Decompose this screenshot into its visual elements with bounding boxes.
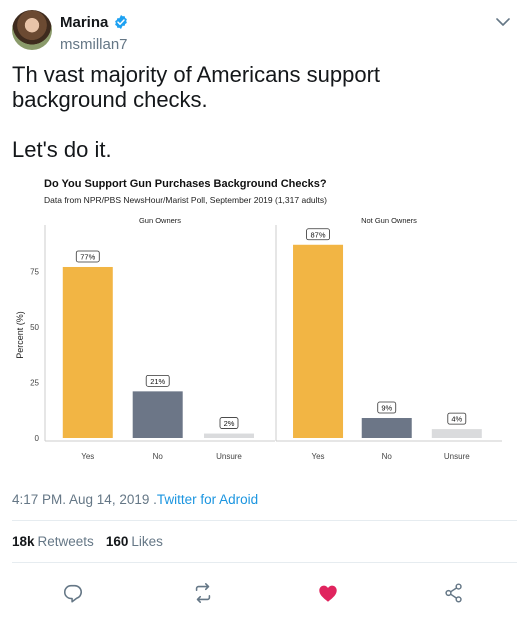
chevron-down-icon[interactable] [495, 14, 511, 30]
divider [12, 562, 517, 563]
divider [12, 520, 517, 521]
data-label-box [306, 228, 330, 241]
tweet-line-1: Th vast majority of Americans support [12, 62, 381, 87]
data-label-box [447, 412, 467, 425]
share-icon[interactable] [443, 582, 465, 604]
likes-label: Likes [131, 534, 163, 549]
data-label: 2% [224, 419, 235, 428]
data-label: 21% [150, 377, 165, 386]
tweet-stats: 18k Retweets 160 Likes [12, 534, 163, 549]
data-label: 9% [381, 404, 392, 413]
data-label-box [377, 401, 397, 414]
time-separator: . [149, 492, 157, 507]
y-tick-label: 25 [30, 378, 39, 387]
user-handle[interactable]: msmillan7 [60, 36, 128, 53]
panel-title: Gun Owners [139, 216, 181, 225]
user-block: Marina msmillan7 [60, 12, 129, 54]
action-bar [0, 578, 529, 608]
bar-no [361, 418, 412, 438]
x-tick-label: Unsure [444, 452, 470, 461]
data-label: 87% [311, 230, 326, 239]
display-name-row: Marina [60, 12, 129, 32]
data-label: 77% [80, 252, 95, 261]
data-label: 4% [451, 415, 462, 424]
likes-stat[interactable]: 160 Likes [106, 534, 163, 549]
y-tick-label: 50 [30, 323, 39, 332]
bar-unsure [204, 433, 254, 438]
y-tick-label: 0 [35, 434, 40, 443]
tweet-source[interactable]: Twitter for Adroid [156, 492, 259, 507]
retweets-label: Retweets [37, 534, 94, 549]
tweet-line-2: background checks. [12, 87, 208, 112]
bar-yes [62, 266, 113, 438]
x-tick-label: Unsure [216, 452, 242, 461]
retweets-stat[interactable]: 18k Retweets [12, 534, 94, 549]
bar-no [132, 391, 183, 438]
tweet-line-3: Let's do it. [12, 137, 112, 162]
data-label-box [145, 374, 170, 387]
reply-icon[interactable] [62, 582, 84, 604]
x-tick-label: No [153, 452, 164, 461]
x-tick-label: Yes [312, 452, 325, 461]
data-label-box [75, 250, 100, 263]
display-name[interactable]: Marina [60, 13, 109, 31]
panel-title: Not Gun Owners [361, 216, 417, 225]
tweet-text: Th vast majority of Americans support ba… [12, 62, 517, 162]
heart-icon[interactable] [317, 582, 339, 604]
bar-unsure [431, 429, 482, 438]
chart-subtitle: Data from NPR/PBS NewsHour/Marist Poll, … [44, 195, 327, 205]
chart-svg: Percent (%) 0 25 50 75 Gun Owners 77% Yes 21% No 2… [15, 216, 502, 461]
x-tick-label: Yes [81, 452, 94, 461]
y-tick-label: 75 [30, 267, 39, 276]
avatar[interactable] [12, 10, 52, 50]
chart-image[interactable]: Do You Support Gun Purchases Background … [14, 170, 514, 470]
likes-count: 160 [105, 534, 129, 549]
bar-yes [293, 244, 344, 438]
verified-badge-icon [115, 15, 128, 29]
data-label-box [219, 417, 239, 429]
x-tick-label: No [382, 452, 393, 461]
retweet-icon[interactable] [192, 582, 214, 604]
retweets-count: 18k [12, 534, 35, 549]
y-axis-label: Percent (%) [15, 311, 25, 359]
tweet-time[interactable]: 4:17 PM. Aug 14, 2019 [12, 492, 150, 507]
chart-title: Do You Support Gun Purchases Background … [44, 178, 327, 190]
tweet-timestamp: 4:17 PM. Aug 14, 2019 .Twitter for Adroi… [12, 492, 258, 507]
